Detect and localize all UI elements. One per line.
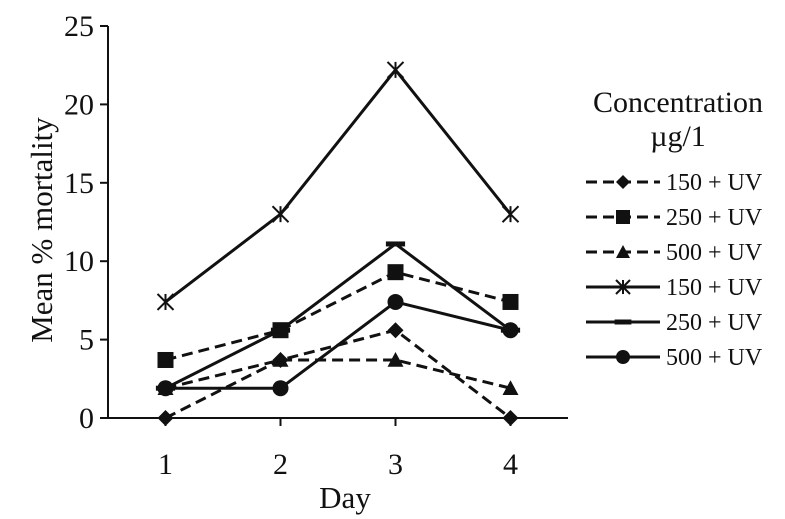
diamond-marker — [502, 410, 519, 426]
dash-marker — [385, 241, 406, 247]
diamond-marker — [387, 322, 404, 339]
series-line — [165, 300, 511, 390]
x-tick-label: 3 — [388, 448, 403, 481]
series-2 — [157, 264, 519, 368]
series-line — [164, 242, 512, 390]
legend-item-6: 500 + UV — [586, 345, 763, 371]
series-line — [164, 68, 512, 304]
dash-marker — [614, 319, 632, 325]
star-marker — [386, 61, 405, 79]
legend-item-2: 250 + UV — [586, 205, 763, 231]
star-marker — [501, 205, 520, 223]
legend-label: 150 + UV — [666, 170, 763, 196]
circle-marker — [157, 380, 174, 397]
y-tick-label: 25 — [64, 10, 94, 43]
dash-marker — [270, 327, 291, 333]
diamond-marker — [157, 410, 174, 426]
square-marker — [502, 293, 519, 310]
legend-item-3: 500 + UV — [586, 240, 763, 266]
triangle-marker — [502, 380, 519, 396]
legend-item-4: 150 + UV — [586, 275, 763, 301]
x-tick-label: 1 — [158, 448, 173, 481]
legend-item-5: 250 + UV — [586, 310, 763, 336]
x-axis-title: Day — [319, 480, 371, 515]
legend-label: 250 + UV — [666, 310, 763, 336]
triangle-marker — [387, 351, 404, 367]
legend-label: 250 + UV — [666, 205, 763, 231]
circle-marker — [616, 350, 630, 364]
y-tick-label: 0 — [79, 402, 94, 435]
series-line — [165, 358, 511, 390]
triangle-marker — [272, 351, 289, 367]
legend-title-line1: Concentration — [593, 86, 763, 119]
series-5 — [155, 241, 521, 391]
legend-label: 500 + UV — [666, 345, 763, 371]
circle-marker — [272, 380, 289, 397]
star-marker — [271, 205, 290, 223]
y-tick-label: 10 — [64, 245, 94, 278]
square-marker — [157, 351, 174, 368]
series-layer — [155, 61, 521, 426]
star-marker — [615, 279, 631, 295]
x-tick-label: 2 — [273, 448, 288, 481]
legend-label: 500 + UV — [666, 240, 763, 266]
legend-items: 150 + UV 250 + UV 500 + UV 150 + UV 250 + UV… — [586, 170, 763, 371]
series-4 — [156, 61, 520, 311]
legend: Concentration µg/1 150 + UV 250 + UV 500 +… — [586, 86, 763, 371]
y-tick-label: 15 — [64, 167, 94, 200]
legend-item-1: 150 + UV — [586, 170, 763, 196]
legend-label: 150 + UV — [666, 275, 763, 301]
series-1 — [157, 322, 519, 426]
y-axis-title: Mean % mortality — [24, 117, 59, 343]
diamond-marker — [616, 175, 630, 189]
square-marker — [616, 210, 630, 224]
y-tick-label: 20 — [64, 88, 94, 121]
x-tick-label: 4 — [503, 448, 518, 481]
square-marker — [387, 264, 404, 281]
y-tick-label: 5 — [79, 324, 94, 357]
series-6 — [157, 293, 519, 397]
triangle-marker — [616, 245, 630, 258]
legend-title-line2: µg/1 — [650, 120, 706, 153]
star-marker — [156, 293, 175, 311]
axes: 0 5 10 15 20 25 1 2 3 4 — [64, 10, 568, 481]
circle-marker — [387, 293, 404, 310]
circle-marker — [502, 322, 519, 339]
